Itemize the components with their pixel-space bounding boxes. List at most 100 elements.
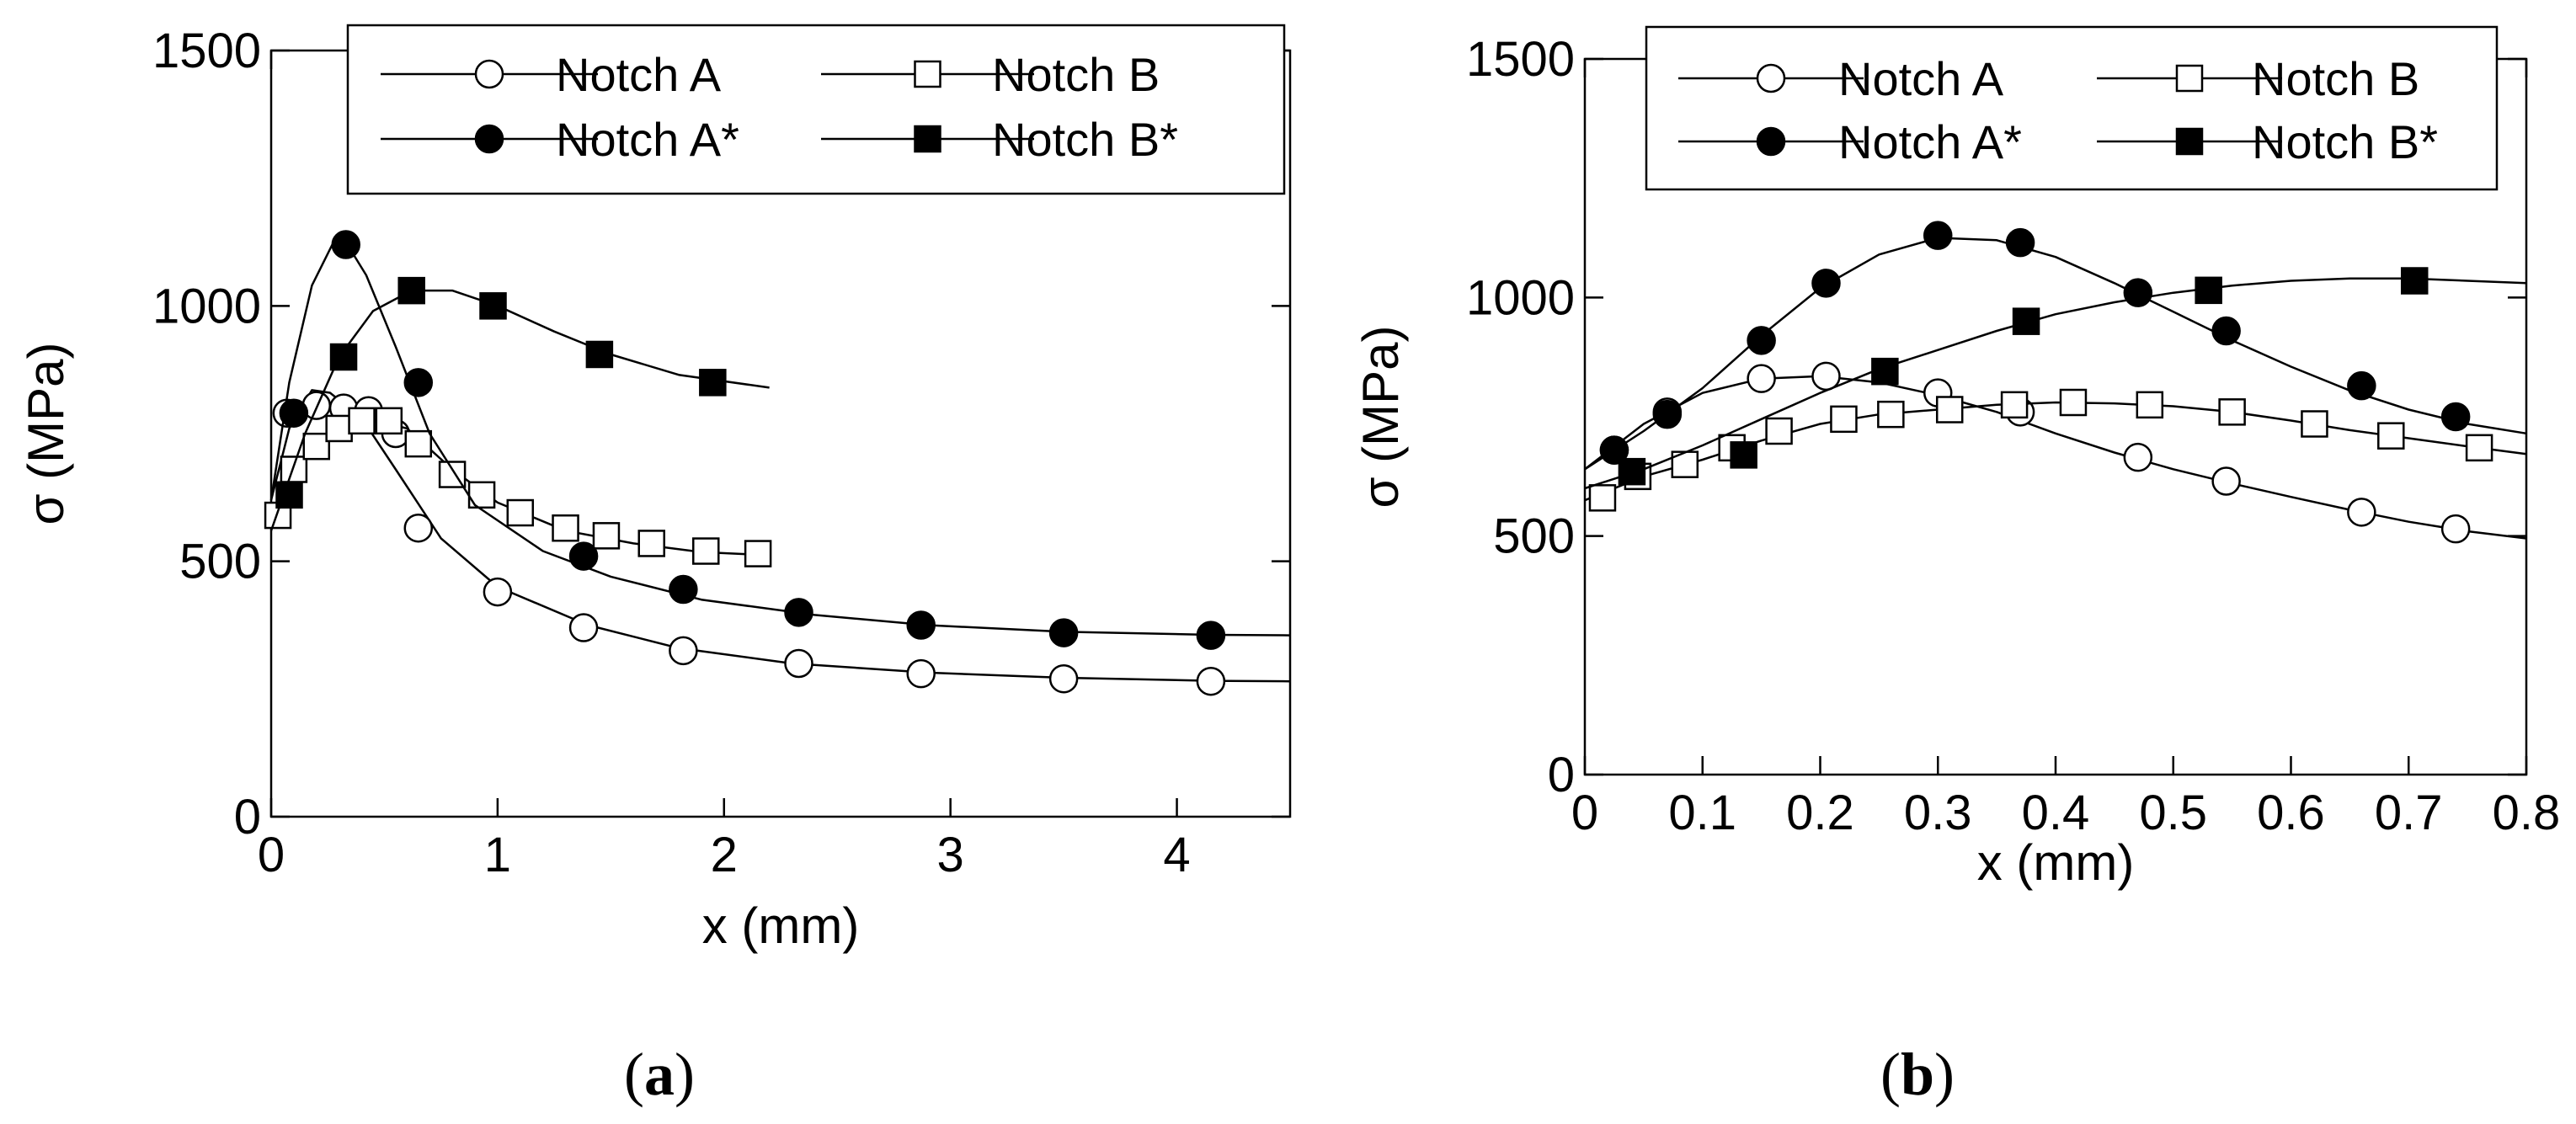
data-point-notch-b bbox=[1935, 396, 1964, 423]
data-point-notch-b bbox=[2000, 391, 2029, 419]
data-point-notch-a bbox=[2347, 498, 2376, 527]
data-point-notch-b bbox=[404, 429, 433, 458]
data-point-notch-a bbox=[669, 636, 698, 666]
x-tick-label: 0.7 bbox=[2375, 786, 2443, 840]
data-point-notch-b bbox=[692, 537, 720, 565]
data-point-notch-b bbox=[1830, 405, 1858, 434]
legend-marker-notch-b-star bbox=[2175, 127, 2204, 156]
data-point-notch-b bbox=[744, 540, 772, 567]
panel-a-caption-letter: a bbox=[644, 1041, 675, 1108]
legend-box bbox=[346, 24, 1286, 195]
y-tick-label: 500 bbox=[179, 535, 261, 589]
data-point-notch-b bbox=[1877, 400, 1905, 429]
series-notch-a-star bbox=[1584, 221, 2527, 471]
legend-marker-notch-a-star bbox=[1756, 126, 1786, 157]
data-point-notch-a bbox=[1196, 666, 1226, 696]
data-point-notch-b-star bbox=[329, 343, 358, 371]
legend-marker-notch-b-star bbox=[914, 125, 941, 153]
data-point-notch-a bbox=[2211, 466, 2241, 496]
x-tick-label: 0 bbox=[258, 828, 285, 882]
x-tick-label: 0.1 bbox=[1668, 786, 1736, 840]
legend-label-notch-a-star: Notch A* bbox=[1838, 115, 2022, 168]
x-tick-label: 0.3 bbox=[1904, 786, 1972, 840]
y-tick-label: 1000 bbox=[152, 279, 261, 333]
data-point-notch-b bbox=[2136, 391, 2164, 419]
data-point-notch-b-star bbox=[275, 481, 303, 509]
data-point-notch-b bbox=[438, 461, 467, 488]
legend-label-notch-a-star: Notch A* bbox=[556, 113, 739, 166]
data-point-notch-a bbox=[1747, 364, 1776, 393]
data-point-notch-a bbox=[403, 513, 434, 543]
legend-label-notch-b-star: Notch B* bbox=[2252, 115, 2438, 168]
data-point-notch-b-star bbox=[699, 369, 727, 397]
series-notch-a-star bbox=[269, 230, 1291, 650]
legend-label-notch-b-star: Notch B* bbox=[992, 113, 1178, 166]
data-point-notch-a bbox=[568, 613, 599, 642]
data-point-notch-a-star bbox=[568, 541, 599, 571]
legend-marker-notch-b bbox=[914, 60, 941, 88]
data-point-notch-b bbox=[348, 407, 376, 435]
data-point-notch-a-star bbox=[1747, 326, 1776, 355]
legend-label-notch-b: Notch B bbox=[2252, 52, 2419, 105]
series-line-notch-b-star bbox=[269, 289, 770, 531]
data-point-notch-b bbox=[302, 432, 331, 461]
data-point-notch-b-star bbox=[479, 292, 507, 320]
data-point-notch-a-star bbox=[2123, 278, 2153, 307]
data-point-notch-a-star bbox=[906, 610, 936, 640]
data-point-notch-a bbox=[2123, 442, 2153, 472]
data-point-notch-a bbox=[2440, 514, 2471, 544]
legend-marker-notch-a-star bbox=[474, 124, 504, 154]
data-point-notch-a bbox=[784, 648, 813, 679]
data-point-notch-b-star bbox=[1871, 357, 1899, 386]
x-tick-label: 0.2 bbox=[1786, 786, 1854, 840]
x-tick-label: 3 bbox=[937, 828, 964, 882]
series-notch-b-star bbox=[1584, 267, 2527, 490]
y-tick-label: 0 bbox=[234, 790, 261, 844]
data-point-notch-a-star bbox=[1923, 221, 1953, 250]
data-point-notch-b bbox=[637, 530, 665, 557]
data-point-notch-a-star bbox=[2005, 227, 2035, 258]
y-tick-label: 1000 bbox=[1466, 270, 1575, 325]
x-tick-label: 1 bbox=[484, 828, 511, 882]
data-point-notch-a-star bbox=[1811, 269, 1841, 298]
data-point-notch-a-star bbox=[1652, 399, 1683, 429]
panel-b-chart: 0 500 1000 1500 0 0.1 0.2 0.3 0.4 0.5 0.6 0.7 0.8 x (… bbox=[1352, 25, 2561, 891]
data-point-notch-a-star bbox=[1196, 621, 1226, 650]
x-tick-label: 2 bbox=[711, 828, 738, 882]
data-point-notch-b bbox=[1765, 417, 1793, 445]
x-tick-label: 0.8 bbox=[2493, 786, 2561, 840]
x-axis-title: x (mm) bbox=[702, 898, 860, 954]
data-point-notch-b-star bbox=[2195, 276, 2222, 305]
panel-b-caption: (b) bbox=[1880, 1041, 1955, 1108]
series-line-notch-a-star bbox=[269, 241, 1291, 637]
data-point-notch-b bbox=[2059, 388, 2088, 417]
data-point-notch-b bbox=[325, 414, 353, 443]
legend-marker-notch-b bbox=[2175, 64, 2204, 93]
x-tick-label: 4 bbox=[1163, 828, 1190, 882]
data-point-notch-b bbox=[2301, 410, 2328, 438]
data-point-notch-b-star bbox=[1730, 441, 1757, 469]
x-tick-label: 0.4 bbox=[2022, 786, 2090, 840]
data-point-notch-b bbox=[1588, 484, 1617, 512]
data-point-notch-a-star bbox=[1048, 618, 1079, 647]
x-axis-title: x (mm) bbox=[1977, 834, 2135, 891]
data-point-notch-b-star bbox=[585, 340, 614, 369]
data-point-notch-b bbox=[2465, 434, 2493, 462]
series-notch-b bbox=[264, 407, 772, 567]
legend-marker-notch-a bbox=[1756, 63, 1786, 93]
y-tick-label: 500 bbox=[1493, 509, 1575, 564]
data-point-notch-b bbox=[506, 498, 535, 527]
panel-b-caption-letter: b bbox=[1901, 1041, 1934, 1108]
data-point-notch-b-star bbox=[2012, 307, 2040, 335]
data-point-notch-b-star bbox=[2400, 267, 2429, 295]
x-tick-label: 0 bbox=[1571, 786, 1598, 840]
data-point-notch-a-star bbox=[2347, 370, 2376, 401]
data-point-notch-b bbox=[375, 407, 403, 435]
data-point-notch-b-star bbox=[397, 276, 425, 305]
legend-marker-notch-a bbox=[474, 59, 504, 89]
data-point-notch-b bbox=[2218, 398, 2246, 426]
data-point-notch-a-star bbox=[279, 398, 309, 428]
data-point-notch-a-star bbox=[2211, 316, 2241, 346]
legend-label-notch-a: Notch A bbox=[556, 48, 722, 101]
